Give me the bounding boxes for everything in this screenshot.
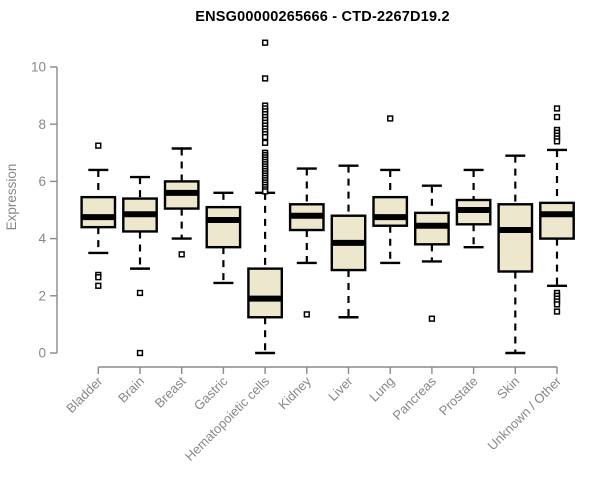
outlier-point	[136, 289, 144, 297]
x-tick-label-unknown-other: Unknown / Other	[485, 373, 565, 453]
outlier-point	[261, 139, 269, 146]
outlier-point	[553, 138, 561, 145]
y-axis-title: Expression	[4, 164, 19, 231]
y-tick-label: 0	[38, 346, 46, 361]
outlier-point	[387, 115, 394, 122]
chart-title: ENSG00000265666 - CTD-2267D19.2	[195, 9, 450, 25]
x-tick-label-breast: Breast	[152, 373, 189, 410]
box-group-kidney	[288, 167, 325, 318]
outlier-point	[95, 274, 102, 281]
x-tick-label-skin: Skin	[494, 374, 522, 402]
outlier-point	[261, 133, 269, 141]
outlier-point	[95, 282, 102, 289]
x-tick-label-brain: Brain	[115, 374, 147, 406]
y-tick-label: 10	[31, 60, 46, 75]
iqr-box	[247, 267, 283, 319]
x-tick-label-prostate: Prostate	[436, 374, 481, 419]
box-group-unknown-other	[539, 105, 575, 315]
outlier-point	[261, 188, 269, 195]
box-group-lung	[372, 115, 409, 265]
x-tick-label-lung: Lung	[366, 374, 397, 405]
y-tick-label: 2	[38, 288, 46, 303]
iqr-box	[205, 205, 242, 249]
box-group-gastric	[205, 191, 242, 285]
box-group-hematopoietic-cells	[247, 39, 283, 355]
box-group-pancreas	[414, 184, 450, 322]
outlier-point	[261, 75, 269, 82]
outlier-point	[553, 301, 561, 308]
outlier-point	[553, 113, 561, 121]
y-axis: 0 2 4 6 8 10 Expression	[4, 60, 58, 361]
iqr-box	[372, 195, 409, 227]
y-tick-label: 6	[38, 174, 46, 189]
iqr-box	[497, 203, 534, 273]
box-group-brain	[122, 175, 158, 357]
x-tick-label-pancreas: Pancreas	[390, 373, 440, 423]
y-tick-label: 4	[38, 231, 46, 246]
x-tick-label-kidney: Kidney	[275, 373, 314, 412]
y-tick-label: 8	[38, 117, 46, 132]
box-group-breast	[163, 147, 200, 258]
outlier-point	[553, 308, 561, 315]
iqr-box	[539, 201, 575, 240]
box-group-skin	[497, 154, 534, 355]
box-group-bladder	[80, 142, 117, 289]
iqr-box	[80, 195, 117, 229]
x-tick-label-gastric: Gastric	[191, 373, 231, 413]
outlier-point	[136, 349, 144, 357]
outlier-point	[428, 315, 436, 322]
x-tick-label-bladder: Bladder	[63, 373, 106, 416]
outlier-point	[178, 251, 185, 258]
box-group-prostate	[455, 168, 492, 249]
outlier-point	[261, 39, 269, 46]
outlier-point	[553, 105, 561, 112]
outlier-point	[95, 142, 102, 149]
outlier-point	[303, 311, 310, 318]
x-tick-label-liver: Liver	[325, 373, 356, 404]
box-group-liver	[330, 164, 367, 319]
